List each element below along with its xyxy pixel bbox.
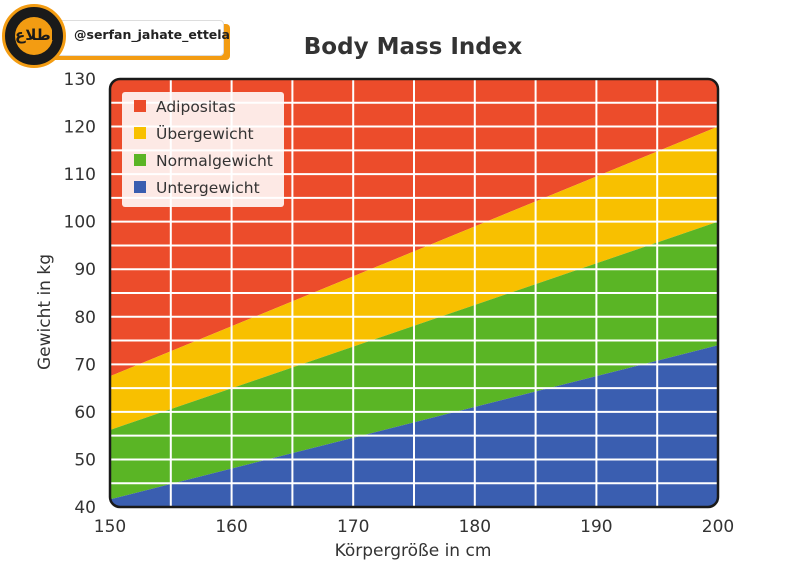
x-tick-label: 200 [702, 517, 734, 537]
y-tick-label: 60 [74, 403, 96, 423]
x-tick-label: 180 [459, 517, 491, 537]
legend-swatch [134, 127, 146, 139]
y-tick-label: 100 [64, 213, 96, 233]
x-tick-label: 190 [580, 517, 612, 537]
legend-entry: Normalgewicht [156, 152, 273, 170]
legend-entry: Untergewicht [156, 179, 260, 197]
legend-box [122, 92, 284, 207]
plot-frame [108, 77, 720, 509]
y-tick-label: 50 [74, 450, 96, 470]
y-tick-label: 110 [64, 165, 96, 185]
x-axis-ticks: 150 160 170 180 190 200 [94, 517, 734, 537]
legend-swatch [134, 181, 146, 193]
channel-logo-glyph: اطلاع [15, 26, 56, 44]
legend-swatch [134, 154, 146, 166]
channel-logo-inner: اطلاع [15, 17, 56, 55]
y-tick-label: 90 [74, 260, 96, 280]
watermark-banner [42, 20, 224, 56]
y-axis-title: Gewicht in kg [35, 254, 55, 370]
legend-swatch [134, 100, 146, 112]
y-tick-label: 40 [74, 498, 96, 518]
legend: Adipositas Übergewicht Normalgewicht Unterg… [122, 92, 284, 207]
watermark-handle: @serfan_jahate_ettela [74, 27, 230, 42]
x-axis-title: Körpergröße in cm [335, 541, 492, 561]
y-tick-label: 130 [64, 70, 96, 90]
y-axis-ticks: 40 50 60 70 80 90 100 110 120 130 [64, 70, 96, 518]
x-tick-label: 170 [337, 517, 369, 537]
legend-entry: Adipositas [156, 98, 236, 116]
y-tick-label: 80 [74, 308, 96, 328]
y-tick-label: 120 [64, 118, 96, 138]
channel-logo-icon: اطلاع [2, 4, 66, 68]
watermark: @serfan_jahate_ettela اطلاع [0, 0, 240, 72]
chart-title: Body Mass Index [304, 34, 523, 60]
x-tick-label: 160 [215, 517, 247, 537]
x-tick-label: 150 [94, 517, 126, 537]
legend-entry: Übergewicht [156, 124, 254, 143]
y-tick-label: 70 [74, 355, 96, 375]
